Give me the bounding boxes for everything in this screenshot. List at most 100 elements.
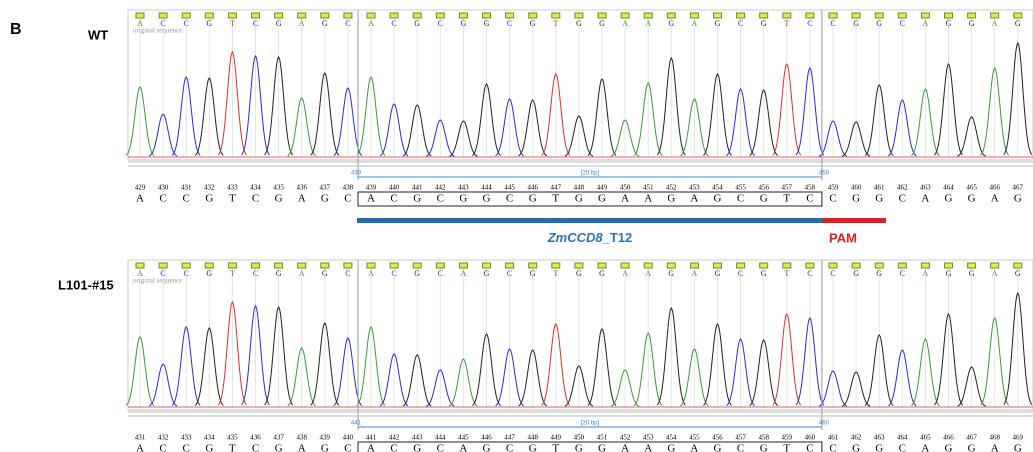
called-base: G (576, 19, 582, 28)
base-icon (968, 13, 976, 18)
sequence-base: C (390, 443, 397, 452)
base-icon (829, 13, 837, 18)
sequence-base: G (275, 443, 283, 452)
base-icon (321, 263, 329, 268)
position: 429 (135, 184, 146, 192)
position: 438 (296, 434, 307, 442)
position: 434 (204, 434, 215, 442)
base-icon (852, 13, 860, 18)
position: 462 (897, 184, 908, 192)
sequence-base: G (413, 443, 421, 452)
sequence-base: G (575, 443, 583, 452)
base-icon (806, 263, 814, 268)
base-icon (529, 13, 537, 18)
sequence-base: C (737, 193, 744, 205)
called-base: C (391, 269, 396, 278)
base-icon (806, 13, 814, 18)
base-icon (621, 13, 629, 18)
base-icon (205, 263, 213, 268)
base-icon (436, 13, 444, 18)
sequence-base: G (714, 443, 722, 452)
called-base: G (876, 269, 882, 278)
position: 466 (943, 434, 954, 442)
called-base: G (969, 19, 975, 28)
position: 433 (227, 184, 238, 192)
position: 439 (366, 184, 377, 192)
sequence-base: A (644, 193, 652, 205)
called-base: G (1015, 19, 1021, 28)
sequence-base: G (205, 193, 213, 205)
trace-frame (128, 10, 1033, 160)
position: 443 (412, 434, 423, 442)
sequence-base: A (298, 443, 306, 452)
base-icon (991, 263, 999, 268)
sequence-base: G (852, 443, 860, 452)
base-icon (298, 263, 306, 268)
base-icon (367, 263, 375, 268)
called-base: C (438, 269, 443, 278)
gene-name: ZmCCD8 (547, 230, 604, 245)
position: 454 (712, 184, 723, 192)
base-icon (991, 13, 999, 18)
sequence-base: A (690, 443, 698, 452)
called-base: C (900, 269, 905, 278)
sequence-base: C (344, 193, 351, 205)
position: 441 (412, 184, 423, 192)
called-base: C (807, 19, 812, 28)
base-icon (205, 13, 213, 18)
called-base: G (715, 19, 721, 28)
base-icon (737, 13, 745, 18)
sequence-base: C (437, 443, 444, 452)
sequence-base: G (321, 443, 329, 452)
base-icon (621, 263, 629, 268)
position: 461 (828, 434, 839, 442)
called-base: G (530, 19, 536, 28)
base-icon (228, 263, 236, 268)
position: 457 (735, 434, 746, 442)
sequence-base: C (183, 193, 190, 205)
called-base: C (830, 19, 835, 28)
called-base: G (853, 269, 859, 278)
sequence-base: C (506, 443, 513, 452)
called-base: A (299, 269, 305, 278)
position: 450 (574, 434, 585, 442)
base-icon (159, 13, 167, 18)
called-base: G (853, 19, 859, 28)
called-base: A (368, 269, 374, 278)
sequence-base: A (298, 193, 306, 205)
sequence-base: G (529, 193, 537, 205)
figure: B ZmCCD8_T12 PAM WToriginal sequenceACCG… (0, 0, 1033, 452)
sequence-base: G (598, 193, 606, 205)
position: 452 (620, 434, 631, 442)
base-icon (552, 263, 560, 268)
base-icon (875, 263, 883, 268)
sequence-base: C (159, 443, 166, 452)
trace-frame (128, 260, 1033, 410)
position: 461 (874, 184, 885, 192)
position: 440 (343, 434, 354, 442)
position: 431 (135, 434, 146, 442)
range-box (358, 442, 822, 452)
sequence-base: G (667, 193, 675, 205)
base-icon (298, 13, 306, 18)
position: 444 (481, 184, 492, 192)
sequence-base: A (136, 193, 144, 205)
base-icon (483, 263, 491, 268)
called-base: G (484, 19, 490, 28)
position: 448 (574, 184, 585, 192)
position: 464 (943, 184, 954, 192)
base-icon (413, 263, 421, 268)
position: 449 (551, 434, 562, 442)
position: 442 (435, 184, 446, 192)
range-end: 460 (819, 421, 830, 427)
called-base: A (461, 269, 467, 278)
called-base: C (345, 269, 350, 278)
called-base: G (322, 19, 328, 28)
sequence-base: G (875, 193, 883, 205)
called-base: T (553, 19, 558, 28)
base-icon (598, 13, 606, 18)
position: 448 (527, 434, 538, 442)
sequence-base: G (483, 443, 491, 452)
base-icon (529, 263, 537, 268)
range-label: [20 bp] (581, 171, 600, 177)
